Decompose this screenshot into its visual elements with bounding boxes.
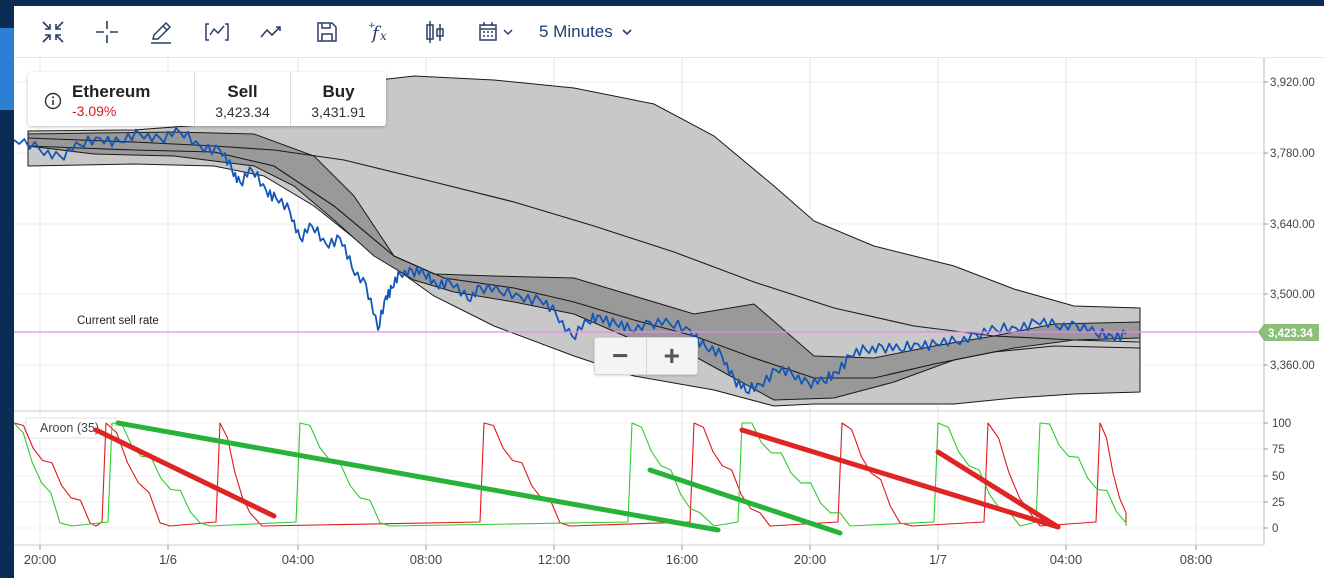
aroon-label-box <box>25 417 117 439</box>
aroon-tick-label: 50 <box>1272 471 1285 483</box>
time-tick-label: 04:00 <box>282 552 315 567</box>
aroon-down-line <box>14 422 1127 527</box>
timeframe-dropdown[interactable]: 5 Minutes <box>539 20 633 44</box>
time-tick-label: 08:00 <box>1180 552 1213 567</box>
zoom-control: − + <box>594 337 698 375</box>
collapse-icon[interactable] <box>36 16 70 48</box>
info-icon[interactable] <box>44 92 62 110</box>
price-tick-label: 3,640.00 <box>1270 219 1315 231</box>
save-icon[interactable] <box>310 16 344 48</box>
moving-average-slow <box>27 137 1141 343</box>
aroon-tick-label: 75 <box>1272 444 1285 456</box>
buy-button[interactable]: Buy 3,431.91 <box>290 72 386 126</box>
sell-label: Sell <box>227 82 258 101</box>
moving-average-fast <box>27 145 1141 379</box>
svg-text:+: + <box>368 21 376 31</box>
buy-value: 3,431.91 <box>311 104 366 120</box>
time-tick-label: 20:00 <box>24 552 57 567</box>
zoom-out-button[interactable]: − <box>612 340 629 371</box>
buy-label: Buy <box>322 82 355 101</box>
trend-line-red[interactable] <box>739 427 1061 530</box>
instrument-section: Ethereum -3.09% <box>28 72 194 126</box>
crosshair-icon[interactable] <box>90 16 124 48</box>
aroon-tick-label: 100 <box>1272 418 1291 430</box>
time-tick-label: 08:00 <box>410 552 443 567</box>
trend-icon[interactable] <box>254 16 288 48</box>
time-tick-label: 12:00 <box>538 552 571 567</box>
pencil-icon[interactable] <box>144 16 178 48</box>
time-tick-label: 16:00 <box>666 552 699 567</box>
aroon-tick-label: 25 <box>1272 497 1285 509</box>
toolbar: f x + 5 Minutes <box>14 6 1324 58</box>
sell-rate-badge-label: 3,423.34 <box>1268 328 1313 340</box>
aroon-up-line <box>14 422 1127 527</box>
svg-text:x: x <box>380 29 387 43</box>
zoom-in-button[interactable]: + <box>645 338 698 374</box>
sell-value: 3,423.34 <box>215 104 270 120</box>
trend-line-green[interactable] <box>647 467 843 536</box>
price-tick-label: 3,920.00 <box>1270 77 1315 89</box>
calendar-icon[interactable] <box>472 16 522 48</box>
aroon-label[interactable]: Aroon (35) <box>40 421 99 435</box>
price-tick-label: 3,500.00 <box>1270 289 1315 301</box>
current-sell-rate-label: Current sell rate <box>77 315 159 327</box>
aroon-tick-label: 0 <box>1272 523 1278 535</box>
instrument-name: Ethereum <box>72 82 151 101</box>
chevron-down-icon <box>622 29 632 36</box>
sell-rate-badge <box>1258 324 1319 341</box>
time-tick-label: 1/7 <box>929 552 947 567</box>
timeframe-label: 5 Minutes <box>539 22 613 41</box>
chart-window: Current sell rate 3,920.00 3,780.00 3,640.0… <box>14 6 1324 578</box>
time-tick-label: 1/6 <box>159 552 177 567</box>
instrument-info-box: Ethereum -3.09% Sell 3,423.34 Buy 3,431.… <box>28 72 386 126</box>
indicator-icon[interactable] <box>200 16 234 48</box>
time-tick-label: 04:00 <box>1050 552 1083 567</box>
instrument-change: -3.09% <box>72 103 117 119</box>
candlestick-icon[interactable] <box>418 16 452 48</box>
trend-line-red[interactable] <box>935 449 1061 530</box>
price-line <box>14 127 1127 395</box>
trend-line-green[interactable] <box>115 420 721 533</box>
function-icon[interactable]: f x + <box>364 16 398 48</box>
time-tick-label: 20:00 <box>794 552 827 567</box>
price-tick-label: 3,360.00 <box>1270 360 1315 372</box>
sell-button[interactable]: Sell 3,423.34 <box>194 72 290 126</box>
price-tick-label: 3,780.00 <box>1270 148 1315 160</box>
price-chart[interactable]: Current sell rate 3,920.00 3,780.00 3,640.0… <box>14 6 1324 578</box>
trend-line-red[interactable] <box>93 427 277 519</box>
side-tab[interactable] <box>0 28 14 110</box>
